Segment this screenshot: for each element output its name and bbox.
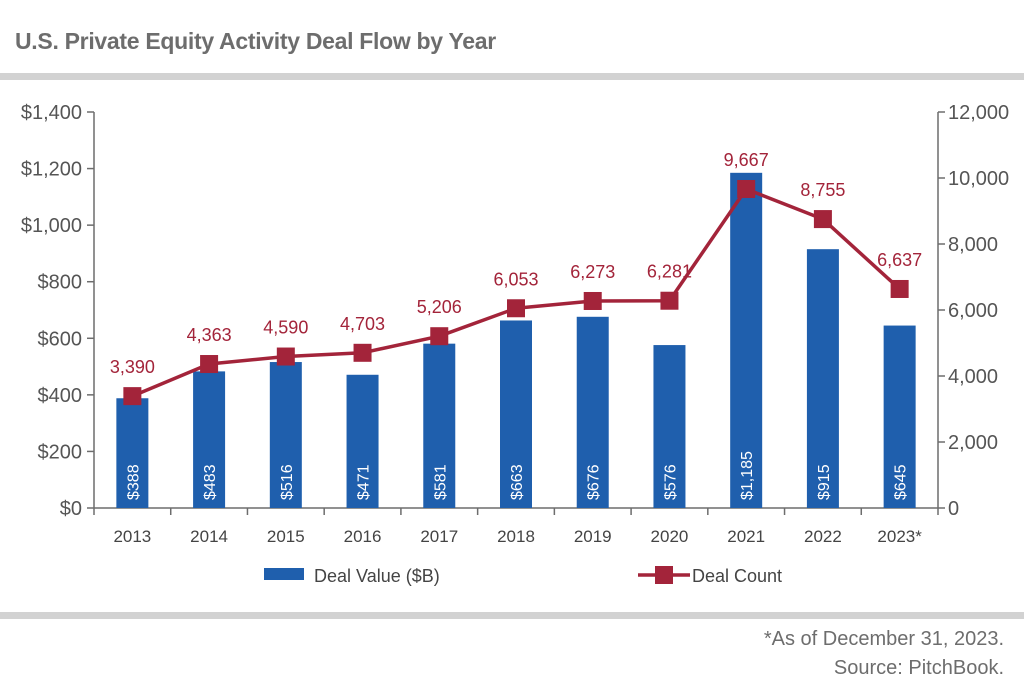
x-tick-label: 2014 <box>190 527 228 546</box>
top-divider <box>0 73 1024 80</box>
right-tick-label: 10,000 <box>948 168 1009 190</box>
line-point <box>813 210 832 229</box>
right-tick-label: 0 <box>948 498 959 520</box>
left-tick-label: $1,400 <box>21 102 82 124</box>
line-point <box>276 347 295 366</box>
line-point <box>890 279 909 298</box>
bar <box>730 172 763 509</box>
bar <box>576 316 609 508</box>
bar-value-label: $645 <box>893 464 910 500</box>
x-tick-label: 2017 <box>420 527 458 546</box>
bar <box>193 371 226 508</box>
line-point <box>353 343 372 362</box>
legend-label-bars: Deal Value ($B) <box>314 566 440 586</box>
bar-value-label: $676 <box>586 464 603 500</box>
legend-label-line: Deal Count <box>692 566 782 586</box>
legend-swatch-line <box>655 566 673 584</box>
left-tick-label: $200 <box>38 441 83 463</box>
bar <box>346 374 379 508</box>
bar <box>883 325 916 508</box>
line-point <box>583 291 602 310</box>
source-note: Source: PitchBook. <box>833 657 1004 679</box>
right-tick-label: 4,000 <box>948 366 998 388</box>
line-value-label: 9,667 <box>724 150 769 170</box>
bar <box>116 398 149 508</box>
bar <box>269 362 302 508</box>
legend-swatch-bars <box>264 568 304 580</box>
bar <box>806 249 839 508</box>
bar-value-label: $483 <box>202 464 219 500</box>
line-value-label: 5,206 <box>417 297 462 317</box>
left-tick-label: $0 <box>60 498 82 520</box>
line-value-label: 8,755 <box>800 180 845 200</box>
x-tick-label: 2016 <box>344 527 382 546</box>
left-tick-label: $400 <box>38 385 83 407</box>
bar-value-label: $581 <box>432 464 449 500</box>
line-value-label: 6,637 <box>877 250 922 270</box>
line-value-label: 4,363 <box>187 325 232 345</box>
line-point <box>430 327 449 346</box>
left-tick-label: $800 <box>38 272 83 294</box>
left-tick-label: $1,200 <box>21 159 82 181</box>
bar <box>500 320 532 508</box>
right-tick-label: 2,000 <box>948 432 998 454</box>
bar-value-label: $471 <box>356 464 373 500</box>
bar <box>653 345 686 508</box>
bar-value-label: $1,185 <box>739 451 756 500</box>
bar-value-label: $663 <box>509 464 526 500</box>
chart-title: U.S. Private Equity Activity Deal Flow b… <box>15 28 496 54</box>
right-tick-label: 6,000 <box>948 300 998 322</box>
line-point <box>737 179 756 198</box>
bar-value-label: $576 <box>662 464 679 500</box>
line-value-label: 6,273 <box>570 262 615 282</box>
line-point <box>200 355 219 374</box>
x-tick-label: 2015 <box>267 527 305 546</box>
x-tick-label: 2018 <box>497 527 535 546</box>
right-tick-label: 12,000 <box>948 102 1009 124</box>
line-point <box>123 387 142 406</box>
x-tick-label: 2023* <box>877 527 922 546</box>
x-tick-label: 2021 <box>727 527 765 546</box>
bar-value-label: $388 <box>125 464 142 500</box>
bar-value-label: $915 <box>816 464 833 500</box>
x-tick-label: 2013 <box>113 527 151 546</box>
line-value-label: 6,053 <box>493 269 538 289</box>
left-tick-label: $1,000 <box>21 215 82 237</box>
line-value-label: 6,281 <box>647 262 692 282</box>
line-point <box>507 299 525 318</box>
x-tick-label: 2019 <box>574 527 612 546</box>
x-tick-label: 2022 <box>804 527 842 546</box>
line-value-label: 3,390 <box>110 357 155 377</box>
line-value-label: 4,590 <box>263 318 308 338</box>
bottom-divider <box>0 612 1024 619</box>
x-tick-label: 2020 <box>651 527 689 546</box>
line-value-label: 4,703 <box>340 314 385 334</box>
chart-area: $0 $200 $400 $600 $800 $1,000 $1,200 $1,400 0 2,0… <box>21 102 1009 586</box>
bar-value-label: $516 <box>279 464 296 500</box>
right-tick-label: 8,000 <box>948 234 998 256</box>
footnote: *As of December 31, 2023. <box>763 628 1004 650</box>
line-point <box>660 291 679 310</box>
bar <box>423 343 456 508</box>
left-tick-label: $600 <box>38 328 83 350</box>
